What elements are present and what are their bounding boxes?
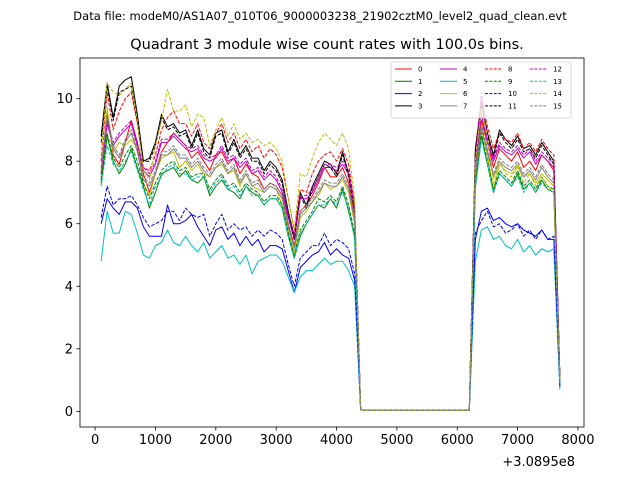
legend-label-9: 9: [508, 78, 512, 86]
series-line-13: [100, 138, 561, 411]
legend-label-0: 0: [418, 66, 422, 74]
y-tick-label: 10: [56, 92, 73, 107]
legend-label-1: 1: [418, 78, 422, 86]
legend-label-8: 8: [508, 66, 512, 74]
plot-area: 0 1000 2000 3000 4000 5000 6000 7000 80000246810…: [56, 57, 595, 448]
series-line-4: [100, 113, 561, 411]
legend-label-2: 2: [418, 90, 422, 98]
series-line-5: [100, 210, 561, 411]
series-lines: [100, 76, 561, 411]
legend-label-15: 15: [553, 102, 562, 110]
x-tick-label: 8000: [561, 433, 594, 448]
legend-box: [390, 61, 572, 119]
series-line-10: [100, 185, 561, 411]
legend-label-11: 11: [508, 102, 517, 110]
series-line-9: [100, 132, 561, 411]
series-line-0: [100, 110, 561, 411]
y-tick-label: 4: [65, 280, 73, 295]
series-line-6: [100, 107, 561, 411]
y-tick-label: 6: [65, 217, 73, 232]
x-tick-label: 4000: [320, 433, 353, 448]
x-tick-label: 7000: [501, 433, 534, 448]
legend-label-5: 5: [463, 78, 467, 86]
series-line-3: [100, 76, 561, 411]
legend-label-7: 7: [463, 102, 467, 110]
x-tick-label: 1000: [139, 433, 172, 448]
legend-label-4: 4: [463, 66, 468, 74]
legend-label-12: 12: [553, 66, 562, 74]
x-tick-label: 0: [91, 433, 99, 448]
plot-frame: [79, 57, 585, 428]
series-line-2: [100, 198, 561, 411]
legend-label-3: 3: [418, 102, 422, 110]
y-tick-label: 0: [65, 405, 73, 420]
series-line-15: [100, 113, 561, 411]
legend-label-10: 10: [508, 90, 517, 98]
legend-label-6: 6: [463, 90, 468, 98]
x-tick-label: 5000: [380, 433, 413, 448]
chart-title: Quadrant 3 module wise count rates with …: [130, 37, 524, 53]
x-tick-label: 2000: [199, 433, 232, 448]
series-line-7: [100, 116, 561, 411]
series-line-8: [100, 91, 561, 411]
series-line-14: [100, 82, 561, 411]
series-line-11: [100, 85, 561, 411]
chart-suptitle: Data file: modeM0/AS1A07_010T06_90000032…: [73, 9, 567, 23]
x-axis-offset-label: +3.0895e8: [502, 455, 575, 470]
y-tick-label: 8: [65, 155, 73, 170]
legend-label-14: 14: [553, 90, 562, 98]
x-tick-label: 6000: [441, 433, 474, 448]
y-tick-label: 2: [65, 342, 73, 357]
legend-label-13: 13: [553, 78, 562, 86]
x-tick-label: 3000: [260, 433, 293, 448]
